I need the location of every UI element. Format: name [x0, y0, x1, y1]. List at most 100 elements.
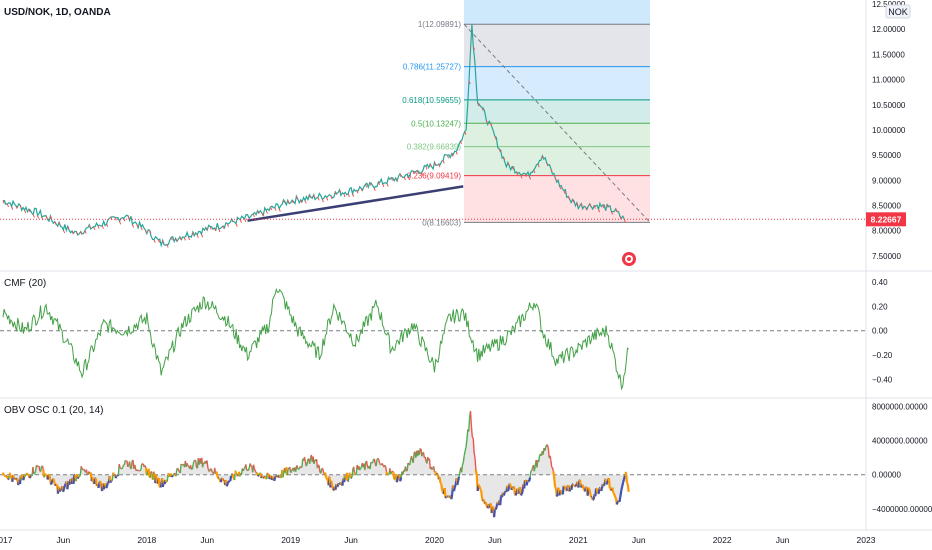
obv-osc-segment — [217, 477, 221, 481]
currency-badge-label: NOK — [888, 7, 908, 17]
fib-label-0.236: 0.236(9.09419) — [407, 172, 462, 181]
obv-osc-segment — [355, 473, 357, 476]
obv-osc-segment — [418, 448, 421, 456]
obv-osc-segment — [558, 491, 562, 496]
obv-osc-segment — [9, 476, 13, 479]
obv-osc-segment — [33, 471, 37, 474]
obv-osc-segment — [433, 466, 436, 473]
obv-osc-segment — [560, 490, 563, 494]
obv-osc-segment — [257, 474, 260, 477]
y-tick-label: 8.50000 — [872, 202, 901, 211]
fib-label-0.5: 0.5(10.13247) — [411, 119, 461, 128]
obv-osc-segment — [63, 483, 67, 487]
obv-osc-segment — [615, 501, 619, 505]
obv-osc-segment — [419, 447, 422, 450]
obv-osc-segment — [253, 468, 256, 472]
obv-osc-segment — [180, 463, 183, 466]
obv-osc-segment — [3, 474, 7, 478]
obv-osc-segment — [477, 484, 481, 487]
obv-osc-segment — [458, 472, 461, 477]
obv-osc-segment — [140, 463, 143, 471]
obv-osc-segment — [484, 501, 488, 506]
obv-osc-segment — [210, 468, 213, 473]
fib-label-0.618: 0.618(10.59655) — [402, 96, 461, 105]
obv-osc-segment — [614, 496, 617, 499]
x-tick-label: Jun — [57, 535, 71, 545]
obv-osc-segment — [544, 447, 547, 451]
obv-osc-segment — [189, 465, 193, 470]
obv-osc-segment — [570, 484, 574, 490]
obv-osc-segment — [139, 469, 142, 472]
obv-osc-segment — [32, 466, 35, 475]
obv-osc-segment — [1, 472, 5, 476]
obv-osc-segment — [373, 458, 376, 464]
alert-icon[interactable] — [622, 252, 636, 266]
obv-osc-segment — [469, 411, 473, 427]
fib-retracement[interactable]: 1(12.09891) 0.786(11.25727) 0.618(10.59655… — [402, 0, 651, 227]
obv-osc-segment — [231, 473, 234, 476]
obv-pane — [0, 411, 866, 518]
obv-osc-segment — [572, 483, 576, 487]
obv-osc-segment — [471, 436, 474, 439]
obv-osc-segment — [470, 426, 473, 438]
obv-osc-segment — [78, 474, 82, 478]
obv-osc-segment — [103, 482, 107, 486]
obv-osc-segment — [562, 485, 566, 488]
obv-osc-segment — [465, 439, 468, 448]
last-price-label: 8.22667 — [871, 214, 902, 224]
y-tick-label: 4000000.00000 — [872, 436, 928, 445]
obv-osc-segment — [320, 468, 323, 474]
y-tick-label: 9.50000 — [872, 151, 901, 160]
obv-osc-segment — [296, 467, 300, 470]
obv-osc-segment — [421, 452, 424, 457]
cmf-line — [2, 287, 629, 391]
obv-osc-segment — [480, 490, 484, 499]
obv-osc-segment — [24, 474, 27, 477]
obv-osc-segment — [207, 467, 210, 471]
y-tick-label: 10.00000 — [872, 126, 906, 135]
obv-osc-segment — [80, 466, 83, 470]
obv-osc-segment — [462, 455, 465, 463]
obv-osc-segment — [360, 466, 362, 469]
obv-osc-segment — [40, 466, 43, 472]
obv-osc-segment — [624, 471, 628, 483]
obv-osc-segment — [150, 471, 153, 474]
obv-osc-segment — [325, 477, 329, 481]
y-tick-label: −0.20 — [872, 351, 893, 360]
obv-osc-segment — [395, 478, 399, 483]
y-tick-label: 7.50000 — [872, 252, 901, 261]
fib-label-0: 0(8.16603) — [422, 218, 461, 227]
obv-osc-segment — [330, 480, 334, 486]
y-tick-label: 11.50000 — [872, 50, 905, 59]
obv-osc-segment — [555, 494, 559, 497]
obv-osc-segment — [359, 468, 362, 471]
y-tick-label: 11.00000 — [872, 76, 905, 85]
obv-osc-segment — [582, 487, 586, 491]
obv-osc-segment — [520, 491, 524, 495]
obv-osc-segment — [553, 477, 557, 488]
obv-osc-segment — [490, 509, 494, 514]
obv-osc-segment — [219, 478, 223, 483]
obv-osc-segment — [105, 485, 109, 489]
obv-osc-segment — [468, 417, 471, 432]
obv-osc-segment — [524, 479, 527, 482]
fib-zone-0.786 — [464, 66, 650, 100]
obv-osc-segment — [234, 470, 238, 476]
obv-osc-segment — [34, 465, 38, 472]
obv-osc-segment — [612, 492, 616, 495]
obv-osc-segment — [124, 459, 127, 462]
obv-osc-segment — [303, 457, 306, 462]
obv-osc-segment — [625, 481, 629, 485]
support-trendline[interactable] — [247, 185, 464, 222]
obv-osc-segment — [49, 481, 53, 485]
currency-badge[interactable] — [885, 4, 911, 19]
obv-osc-segment — [36, 465, 39, 468]
y-tick-label: 9.00000 — [872, 176, 901, 185]
x-tick-label: 2017 — [0, 535, 13, 545]
obv-osc-segment — [369, 462, 372, 470]
obv-osc-segment — [258, 472, 261, 476]
obv-osc-segment — [514, 492, 518, 496]
fib-trend-line[interactable] — [463, 23, 651, 223]
